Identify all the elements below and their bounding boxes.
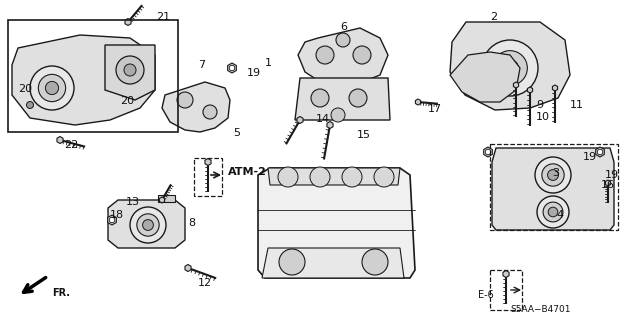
Polygon shape	[125, 19, 131, 26]
Polygon shape	[12, 35, 155, 125]
Text: 5: 5	[233, 128, 240, 138]
Circle shape	[336, 33, 350, 47]
Polygon shape	[327, 122, 333, 129]
Bar	[490, 144, 618, 230]
Text: 11: 11	[570, 100, 584, 110]
Polygon shape	[450, 52, 520, 102]
Circle shape	[597, 149, 603, 155]
Circle shape	[537, 196, 569, 228]
Text: ATM-2: ATM-2	[228, 167, 267, 177]
Bar	[194, 158, 222, 196]
Text: 2: 2	[490, 12, 497, 22]
Circle shape	[278, 167, 298, 187]
Circle shape	[143, 220, 154, 230]
Circle shape	[543, 202, 563, 222]
Text: 10: 10	[536, 112, 550, 122]
Text: 14: 14	[316, 114, 330, 124]
Text: 22: 22	[64, 140, 78, 150]
Circle shape	[502, 60, 518, 76]
Circle shape	[349, 89, 367, 107]
Circle shape	[109, 217, 115, 223]
Text: 9: 9	[536, 100, 543, 110]
Text: 21: 21	[156, 12, 170, 22]
Polygon shape	[484, 147, 492, 157]
Polygon shape	[605, 180, 611, 186]
Circle shape	[353, 46, 371, 64]
Circle shape	[362, 249, 388, 275]
Text: FR.: FR.	[52, 288, 70, 298]
Circle shape	[331, 108, 345, 122]
Text: 8: 8	[188, 218, 195, 228]
Text: 7: 7	[198, 60, 205, 70]
Circle shape	[26, 101, 33, 108]
Circle shape	[177, 92, 193, 108]
Polygon shape	[228, 63, 236, 73]
Polygon shape	[450, 22, 570, 110]
Text: 16: 16	[601, 180, 615, 190]
Bar	[490, 270, 522, 310]
Circle shape	[311, 89, 329, 107]
Polygon shape	[596, 147, 604, 157]
Circle shape	[342, 167, 362, 187]
Text: 12: 12	[198, 278, 212, 288]
Circle shape	[203, 105, 217, 119]
Bar	[8, 20, 178, 132]
Text: 15: 15	[357, 130, 371, 140]
Text: 1: 1	[265, 58, 272, 68]
Circle shape	[542, 164, 564, 186]
Circle shape	[493, 51, 527, 85]
Polygon shape	[159, 197, 164, 203]
Circle shape	[38, 74, 66, 102]
Polygon shape	[57, 137, 63, 143]
Text: 4: 4	[556, 210, 563, 220]
Polygon shape	[513, 82, 518, 88]
Polygon shape	[415, 99, 420, 105]
Polygon shape	[108, 215, 116, 225]
Polygon shape	[295, 78, 390, 120]
Circle shape	[482, 40, 538, 96]
Text: 13: 13	[126, 197, 140, 207]
Text: 6: 6	[340, 22, 347, 32]
Text: 20: 20	[120, 96, 134, 106]
Polygon shape	[262, 248, 404, 278]
Polygon shape	[185, 265, 191, 271]
Circle shape	[45, 81, 59, 95]
Circle shape	[485, 149, 491, 155]
Text: 20: 20	[18, 84, 32, 94]
Polygon shape	[268, 168, 400, 185]
Circle shape	[30, 66, 74, 110]
Circle shape	[124, 64, 136, 76]
Polygon shape	[258, 168, 415, 278]
Circle shape	[279, 249, 305, 275]
Circle shape	[548, 170, 558, 180]
Circle shape	[229, 65, 235, 71]
Text: 18: 18	[110, 210, 124, 220]
Polygon shape	[205, 158, 211, 165]
Text: 17: 17	[428, 104, 442, 114]
Circle shape	[137, 214, 159, 236]
Polygon shape	[298, 28, 388, 85]
Circle shape	[548, 207, 558, 217]
Polygon shape	[503, 270, 509, 277]
Polygon shape	[105, 45, 155, 100]
Circle shape	[374, 167, 394, 187]
Polygon shape	[297, 116, 303, 124]
Circle shape	[535, 157, 571, 193]
Polygon shape	[492, 148, 614, 230]
Circle shape	[116, 56, 144, 84]
Circle shape	[316, 46, 334, 64]
Text: E-6: E-6	[478, 290, 493, 300]
Polygon shape	[158, 195, 175, 202]
Polygon shape	[108, 200, 185, 248]
Text: S5AA−B4701: S5AA−B4701	[510, 305, 570, 314]
Text: 19: 19	[583, 152, 597, 162]
Circle shape	[130, 207, 166, 243]
Circle shape	[310, 167, 330, 187]
Text: 19: 19	[247, 68, 261, 78]
Text: 19: 19	[605, 170, 619, 180]
Polygon shape	[162, 82, 230, 132]
Text: 3: 3	[552, 168, 559, 178]
Polygon shape	[552, 85, 557, 91]
Polygon shape	[527, 87, 532, 93]
